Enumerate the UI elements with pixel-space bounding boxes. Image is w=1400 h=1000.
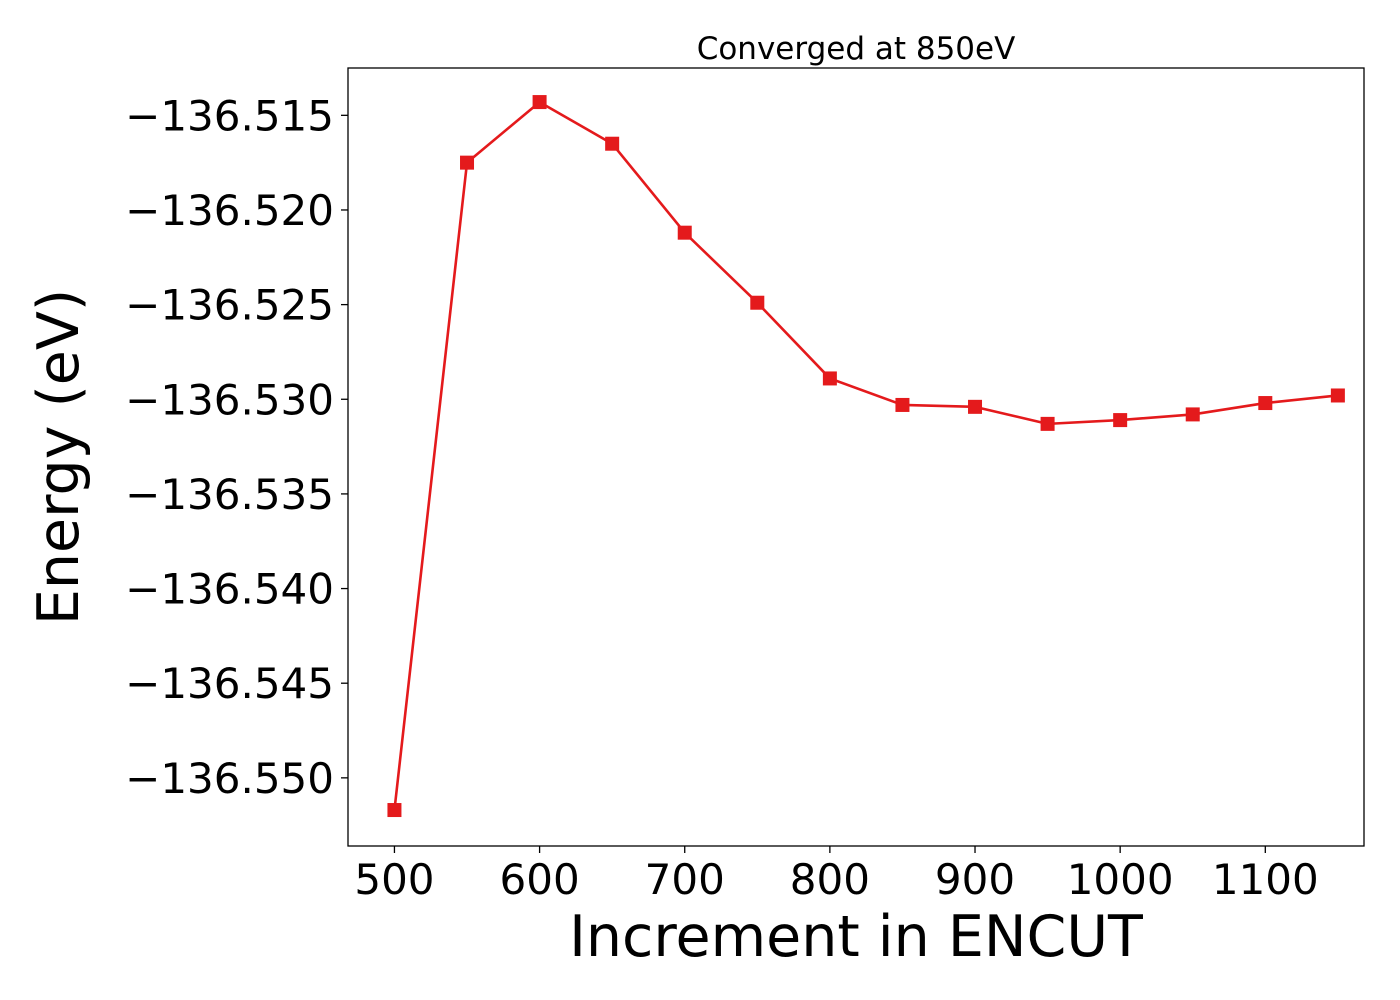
plot-frame (347, 67, 1365, 847)
axis-ticks: 500 600 700 800 900 1000 1100 −136.515 −136.520 −… (125, 91, 1319, 904)
x-tick-label: 700 (645, 855, 725, 904)
data-point-marker (460, 155, 475, 170)
y-tick-label: −136.530 (125, 375, 334, 424)
x-tick-label: 1100 (1212, 855, 1319, 904)
data-point-marker (822, 371, 837, 386)
y-tick-label: −136.520 (125, 186, 334, 235)
data-point-marker (895, 397, 910, 412)
x-tick-label: 500 (354, 855, 434, 904)
series-line (393, 100, 1339, 811)
x-tick-label: 600 (500, 855, 580, 904)
data-point-marker (750, 295, 765, 310)
y-tick-label: −136.515 (125, 91, 334, 140)
x-tick-label: 900 (935, 855, 1015, 904)
x-axis-title: Increment in ENCUT (569, 904, 1143, 970)
y-tick-label: −136.550 (125, 754, 334, 803)
chart-marks (387, 95, 1345, 818)
y-axis-title: Energy (eV) (26, 289, 92, 625)
data-point-marker (1185, 407, 1200, 422)
data-point-marker (968, 399, 983, 414)
data-point-marker (1330, 388, 1345, 403)
data-point-marker (387, 803, 402, 818)
x-tick-label: 800 (790, 855, 870, 904)
y-tick-label: −136.540 (125, 565, 334, 614)
chart-title: Converged at 850eV (697, 31, 1016, 67)
data-point-marker (1258, 396, 1273, 411)
data-point-marker (677, 225, 692, 240)
data-point-marker (532, 95, 547, 110)
data-point-marker (1040, 416, 1055, 431)
y-tick-label: −136.525 (125, 281, 334, 330)
y-tick-label: −136.535 (125, 470, 334, 519)
y-tick-label: −136.545 (125, 659, 334, 708)
data-point-marker (605, 136, 620, 151)
data-point-marker (1113, 413, 1128, 428)
x-tick-label: 1000 (1067, 855, 1174, 904)
